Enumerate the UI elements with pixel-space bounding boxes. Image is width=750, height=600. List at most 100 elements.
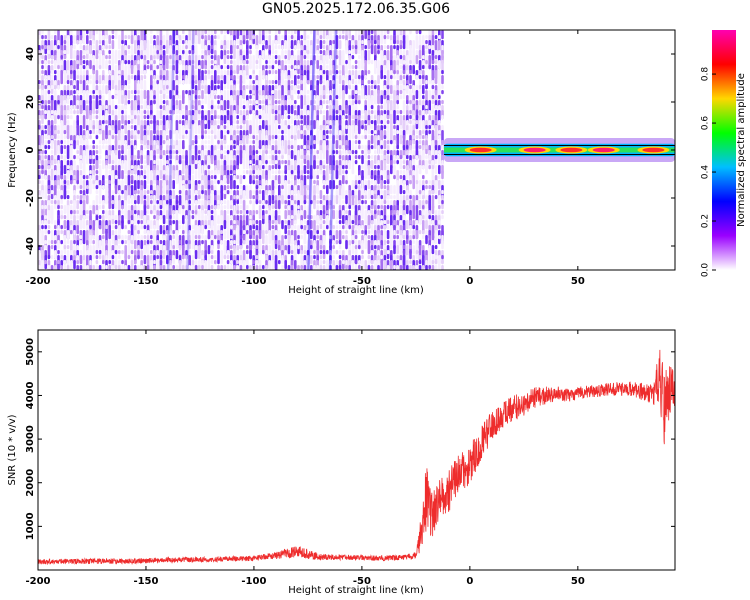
spectrogram-cell	[41, 205, 44, 210]
spectrogram-cell	[361, 200, 364, 205]
spectrogram-cell	[153, 260, 156, 265]
spectrogram-cell	[76, 265, 79, 270]
spectrogram-cell	[316, 70, 319, 75]
spectrogram-cell	[306, 160, 310, 170]
spectrogram-cell	[111, 220, 115, 225]
spectrogram-cell	[319, 205, 323, 210]
spectrogram-cell	[130, 35, 134, 45]
spectrogram-cell	[322, 30, 326, 40]
spectrogram-cell	[406, 235, 409, 240]
spectrogram-cell	[159, 240, 163, 245]
spectrogram-cell	[370, 105, 374, 110]
spectrogram-cell	[140, 155, 143, 165]
spectrogram-cell	[278, 215, 281, 225]
spectrogram-cell	[50, 60, 54, 65]
spectrogram-cell	[284, 260, 287, 270]
spectrogram-cell	[281, 255, 284, 265]
spectrogram-cell	[220, 240, 223, 245]
spectrogram-cell	[38, 175, 41, 180]
spectrogram-cell	[108, 50, 111, 55]
spectrogram-cell	[370, 135, 374, 145]
spectrogram-cell	[271, 140, 275, 145]
spectrogram-cell	[137, 195, 140, 205]
spectrogram-cell	[396, 255, 399, 260]
spectrogram-cell	[438, 235, 441, 240]
spectrogram-cell	[422, 155, 425, 160]
spectrogram-cell	[396, 40, 399, 45]
spectrogram-cell	[194, 125, 198, 135]
spectrogram-cell	[342, 215, 345, 225]
spectrogram-cell	[326, 125, 329, 130]
spectrogram-cell	[306, 80, 310, 85]
spectrogram-cell	[86, 265, 89, 270]
spectrogram-cell	[108, 60, 111, 65]
spectrogram-cell	[226, 210, 230, 215]
spectrogram-cell	[54, 120, 57, 125]
spectrogram-cell	[399, 135, 403, 145]
spectrogram-cell	[255, 130, 259, 135]
spectrogram-cell	[102, 45, 105, 50]
spectrogram-cell	[127, 145, 131, 150]
spectrogram-cell	[214, 60, 217, 65]
spectrogram-cell	[326, 210, 329, 215]
spectrogram-cell	[66, 190, 70, 195]
spectrogram-cell	[124, 60, 127, 65]
spectrogram-cell	[284, 170, 287, 175]
spectrogram-cell	[402, 90, 406, 100]
spectrogram-cell	[201, 90, 204, 100]
spectrogram-cell	[57, 265, 60, 270]
spectrogram-cell	[377, 205, 380, 210]
spectrogram-cell	[274, 60, 278, 65]
spectrogram-cell	[290, 175, 294, 180]
spectrogram-cell	[191, 120, 195, 125]
spectrogram-cell	[182, 255, 185, 260]
spectrogram-cell	[38, 115, 41, 120]
spectrogram-cell	[121, 125, 124, 130]
spectrogram-cell	[255, 195, 259, 200]
spectrogram-cell	[63, 245, 67, 250]
spectrogram-cell	[281, 185, 284, 190]
spectrogram-cell	[338, 70, 342, 75]
spectrogram-cell	[201, 240, 204, 245]
spectrogram-cell	[153, 95, 156, 100]
spectrogram-cell	[178, 60, 182, 65]
spectrogram-cell	[345, 225, 348, 230]
spectrogram-cell	[178, 220, 182, 225]
spectrogram-cell	[326, 130, 329, 135]
spectrogram-cell	[124, 225, 127, 230]
spectrogram-cell	[335, 150, 339, 155]
spectrogram-cell	[361, 125, 364, 130]
spectrogram-cell	[335, 70, 339, 75]
spectrogram-cell	[159, 105, 163, 110]
spectrogram-cell	[329, 260, 332, 265]
spectrogram-cell	[98, 95, 102, 100]
spectrogram-cell	[345, 45, 348, 55]
spectrogram-cell	[198, 165, 201, 180]
spectrogram-cell	[319, 105, 323, 110]
spectrogram-cell	[236, 105, 239, 115]
spectrogram-cell	[92, 210, 95, 215]
spectrogram-cell	[207, 135, 211, 140]
spectrogram-cell	[198, 200, 201, 205]
spectrogram-cell	[95, 255, 99, 260]
spectrogram-cell	[217, 250, 220, 265]
spectrogram-cell	[370, 85, 374, 90]
spectrogram-cell	[134, 90, 137, 95]
spectrogram-cell	[438, 130, 441, 135]
spectrogram-cell	[76, 150, 79, 155]
spectrogram-cell	[127, 265, 131, 270]
spectrogram-cell	[63, 150, 67, 155]
spectrogram-cell	[364, 260, 367, 270]
spectrogram-cell	[89, 120, 92, 130]
spectrogram-cell	[44, 225, 47, 230]
spectrogram-cell	[342, 30, 345, 35]
spectrogram-cell	[201, 60, 204, 70]
spectrogram-cell	[409, 75, 412, 85]
spectrogram-cell	[422, 95, 425, 100]
spectrogram-cell	[57, 150, 60, 155]
spectrogram-cell	[150, 220, 153, 230]
spectrogram-cell	[223, 115, 227, 125]
spectrogram-cell	[172, 245, 175, 250]
spectrogram-cell	[425, 45, 428, 50]
spectrogram-cell	[402, 190, 406, 195]
